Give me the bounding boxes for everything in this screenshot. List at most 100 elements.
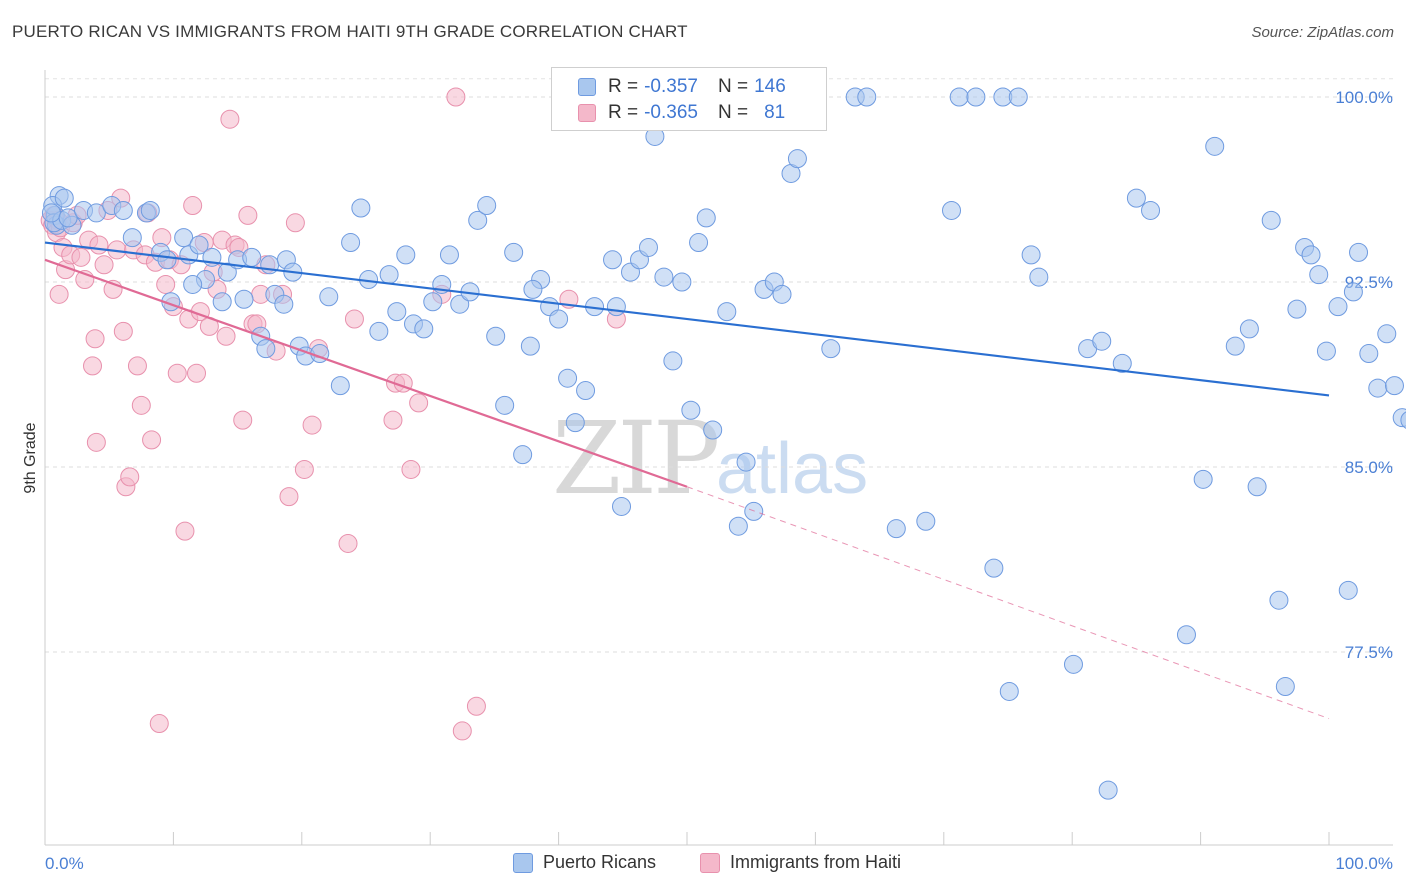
y-tick-label: 85.0% — [1345, 458, 1393, 477]
puerto-rican-point — [999, 681, 1019, 701]
puerto-rican-point — [576, 381, 596, 401]
puerto-rican-point — [728, 516, 748, 536]
puerto-rican-point — [523, 279, 543, 299]
puerto-rican-point — [396, 245, 416, 265]
puerto-rican-point — [468, 210, 488, 230]
puerto-rican-point — [495, 395, 515, 415]
puerto-rican-point — [450, 294, 470, 314]
legend-r-value: -0.357 — [644, 76, 698, 97]
puerto-rican-point — [58, 208, 78, 228]
puerto-rican-point — [703, 420, 723, 440]
haiti-point — [409, 393, 429, 413]
puerto-rican-point — [341, 233, 361, 253]
puerto-rican-point — [387, 302, 407, 322]
puerto-rican-point — [486, 326, 506, 346]
puerto-rican-point — [86, 203, 106, 223]
haiti-trendline — [44, 258, 688, 488]
puerto-rican-point — [1275, 677, 1295, 697]
puerto-rican-point — [274, 294, 294, 314]
legend-r-label: R = — [608, 102, 639, 123]
haiti-point — [233, 410, 253, 430]
puerto-rican-point — [787, 149, 807, 169]
puerto-rican-point — [1400, 411, 1406, 429]
puerto-rican-point — [549, 309, 569, 329]
legend-item-haiti[interactable]: Immigrants from Haiti — [700, 852, 901, 873]
puerto-rican-point — [157, 250, 177, 270]
legend-item-label: Puerto Ricans — [543, 852, 657, 872]
puerto-rican-point — [612, 496, 632, 516]
chart-title: PUERTO RICAN VS IMMIGRANTS FROM HAITI 9T… — [12, 22, 688, 41]
puerto-rican-point — [681, 400, 701, 420]
puerto-rican-point — [654, 267, 674, 287]
legend-item-puerto-ricans[interactable]: Puerto Ricans — [513, 852, 656, 873]
puerto-rican-point — [1205, 136, 1225, 156]
puerto-rican-point — [1343, 282, 1363, 302]
y-tick-label: 77.5% — [1345, 643, 1393, 662]
puerto-rican-point — [504, 242, 524, 262]
haiti-point — [338, 533, 358, 553]
puerto-rican-point — [379, 265, 399, 285]
legend-swatch-pink — [700, 852, 720, 873]
puerto-rican-trendline — [44, 241, 1330, 397]
puerto-rican-point — [369, 321, 389, 341]
haiti-point — [187, 363, 207, 383]
puerto-rican-point — [1239, 319, 1259, 339]
puerto-rican-point — [689, 233, 709, 253]
haiti-trendline-extension — [686, 486, 1330, 720]
haiti-point — [131, 395, 151, 415]
stats-legend: R = -0.357 N = 146 R = -0.365 N = 81 — [551, 67, 827, 131]
puerto-rican-point — [663, 351, 683, 371]
haiti-point — [142, 430, 162, 450]
legend-swatch-blue — [578, 78, 596, 96]
puerto-rican-point — [41, 203, 61, 223]
puerto-rican-point — [1008, 87, 1028, 107]
puerto-rican-point — [330, 376, 350, 396]
haiti-point — [383, 410, 403, 430]
puerto-rican-point — [1098, 780, 1118, 800]
puerto-rican-point — [414, 319, 434, 339]
haiti-point — [452, 721, 472, 741]
legend-row-puerto-ricans: R = -0.357 N = 146 — [578, 75, 786, 99]
puerto-rican-point — [242, 247, 262, 267]
puerto-rican-point — [183, 274, 203, 294]
haiti-point — [83, 356, 103, 376]
puerto-rican-point — [1225, 336, 1245, 356]
puerto-rican-point — [1349, 242, 1369, 262]
haiti-point — [344, 309, 364, 329]
y-axis-title: 9th Grade — [22, 422, 39, 493]
haiti-point — [127, 356, 147, 376]
puerto-rican-point — [122, 228, 142, 248]
puerto-rican-point — [558, 368, 578, 388]
puerto-rican-point — [1359, 344, 1379, 364]
haiti-point — [446, 87, 466, 107]
haiti-point — [149, 714, 169, 734]
puerto-rican-point — [1126, 188, 1146, 208]
puerto-rican-point — [744, 501, 764, 521]
legend-n-value: 81 — [764, 102, 786, 123]
puerto-rican-point — [984, 558, 1004, 578]
puerto-rican-point — [1141, 200, 1161, 220]
haiti-point — [86, 432, 106, 452]
puerto-rican-point — [113, 200, 133, 220]
puerto-rican-point — [1309, 265, 1329, 285]
puerto-rican-point — [1384, 376, 1404, 396]
puerto-rican-point — [513, 445, 533, 465]
haiti-point — [167, 363, 187, 383]
legend-n-label: N = — [717, 76, 749, 97]
puerto-rican-point — [565, 413, 585, 433]
puerto-rican-point — [520, 336, 540, 356]
puerto-rican-point — [966, 87, 986, 107]
legend-r-label: R = — [608, 76, 639, 97]
haiti-point — [120, 467, 140, 487]
puerto-rican-point — [638, 237, 658, 257]
haiti-point — [71, 247, 91, 267]
puerto-rican-point — [1338, 580, 1358, 600]
legend-n-label: N = — [717, 102, 749, 123]
puerto-rican-point — [1328, 297, 1348, 317]
puerto-rican-point — [603, 250, 623, 270]
x-tick-label-min: 0.0% — [45, 854, 84, 873]
puerto-rican-point — [821, 339, 841, 359]
puerto-rican-point — [1287, 299, 1307, 319]
puerto-rican-point — [1193, 469, 1213, 489]
